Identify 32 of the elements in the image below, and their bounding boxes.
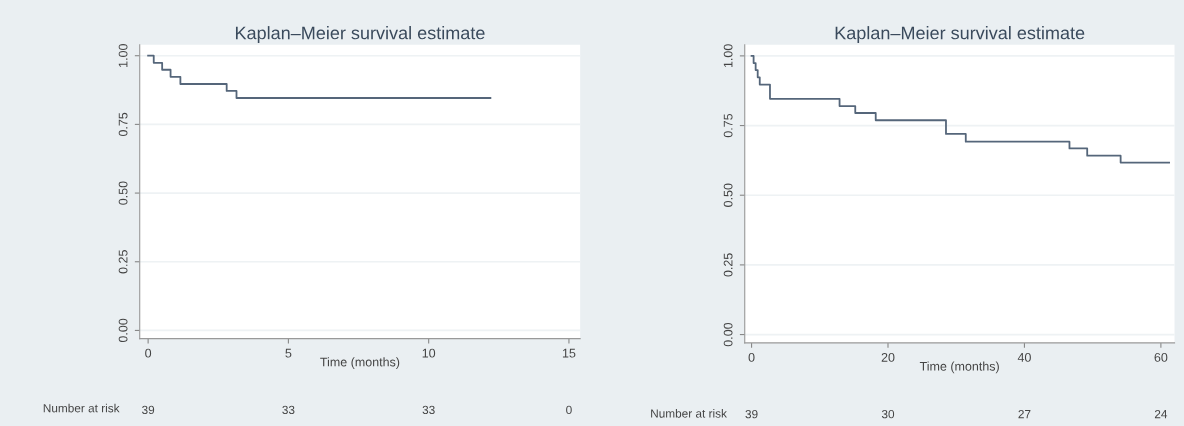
y-tick-label: 0.50 [723,183,733,207]
text: 27 [1018,409,1031,419]
y-tick-label: 0.00 [118,318,128,343]
x-tick-label: 60 [1154,352,1168,362]
x-tick-label: 10 [422,348,436,358]
y-tick-label: 0.25 [118,250,128,274]
x-axis-title: Time (months) [919,361,999,374]
x-tick-label: 15 [562,348,576,358]
text: 33 [282,405,295,415]
y-tick-label: 0.00 [723,322,733,347]
y-tick-label: 1.00 [723,44,733,68]
text: 24 [1154,409,1168,419]
text: 30 [881,409,895,419]
x-tick-label: 40 [1017,352,1031,362]
text: Number at risk [43,403,120,413]
text: 39 [142,405,155,415]
text: 39 [745,409,758,419]
y-tick-label: 0.75 [118,112,128,137]
text: Number at risk [651,409,727,418]
y-tick-label: 1.00 [118,44,128,67]
x-tick-label: 20 [881,352,895,362]
x-tick-label: 0 [748,352,755,362]
x-axis-title: Time (months) [320,357,400,369]
y-tick-label: 0.50 [118,181,128,205]
y-tick-label: 0.25 [723,253,733,277]
chart-title: Kaplan–Meier survival estimate [835,26,1085,43]
text: 33 [422,405,435,415]
x-tick-label: 5 [285,348,292,358]
text: 0 [566,405,572,415]
chart-title: Kaplan–Meier survival estimate [235,26,485,43]
x-tick-label: 0 [145,348,152,358]
y-tick-label: 0.75 [723,113,733,138]
